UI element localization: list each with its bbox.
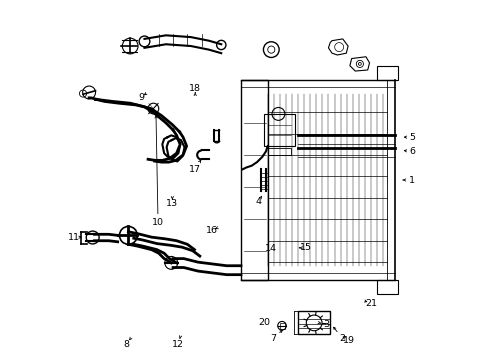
Text: 17: 17: [189, 165, 201, 174]
Bar: [264, 114, 294, 146]
Bar: [279, 323, 284, 329]
Text: 6: 6: [408, 147, 414, 156]
Text: 14: 14: [264, 244, 276, 253]
Text: 11: 11: [68, 233, 80, 242]
Text: 12: 12: [172, 340, 184, 349]
Text: 21: 21: [365, 299, 377, 308]
Bar: [376, 280, 397, 294]
Text: 9: 9: [138, 93, 143, 102]
Bar: [267, 148, 290, 155]
Text: 4: 4: [255, 197, 261, 206]
Text: 13: 13: [166, 199, 178, 208]
Bar: [298, 311, 329, 334]
Text: 1: 1: [408, 176, 414, 185]
Text: 5: 5: [408, 132, 414, 141]
Text: 10: 10: [152, 219, 163, 228]
Bar: [376, 66, 397, 80]
Text: 18: 18: [189, 84, 201, 93]
Bar: [241, 80, 267, 280]
Text: 20: 20: [258, 318, 269, 327]
Text: 7: 7: [269, 334, 276, 343]
Text: 19: 19: [342, 336, 354, 345]
Text: 15: 15: [299, 243, 311, 252]
Text: 3: 3: [323, 320, 329, 329]
Polygon shape: [349, 57, 369, 71]
Text: 16: 16: [206, 225, 218, 234]
Text: 2: 2: [339, 334, 345, 343]
Polygon shape: [328, 39, 347, 55]
Text: 8: 8: [122, 340, 129, 349]
